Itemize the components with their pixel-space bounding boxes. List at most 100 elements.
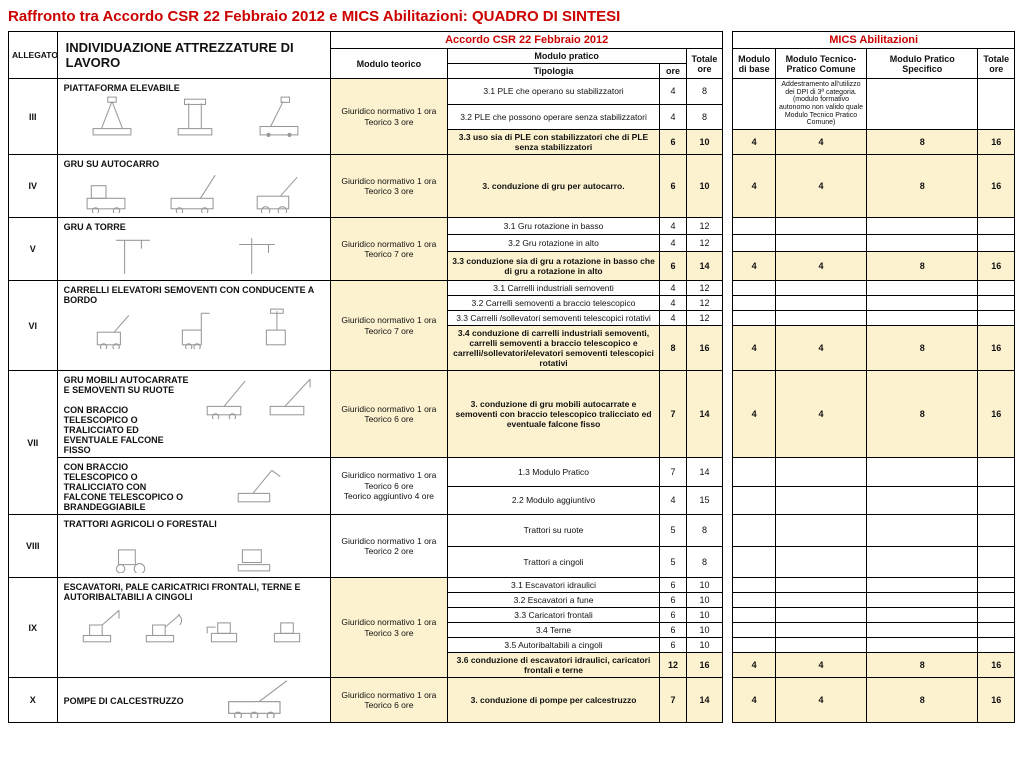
iii-r1-tip: 3.1 PLE che operano su stabilizzatori [447,79,660,105]
equip-vii-2: CON BRACCIO TELESCOPICO O TRALICCIATO CO… [57,458,331,515]
vii-r3-tot: 15 [686,486,723,515]
teo-ix: Giuridico normativo 1 oraTeorico 3 ore [331,578,448,678]
teo-iv: Giuridico normativo 1 oraTeorico 3 ore [331,155,448,218]
iv-m-tot: 16 [978,155,1015,218]
vii-r1-tip: 3. conduzione di gru mobili autocarrate … [447,371,660,458]
ix-m-base: 4 [733,653,776,678]
vii-r1-tot: 14 [686,371,723,458]
x-m-tot: 16 [978,678,1015,723]
iii-mics-note: Addestramento all'utilizzo dei DPI di 3ª… [775,79,866,130]
hdr-individuazione: INDIVIDUAZIONE ATTREZZATURE DI LAVORO [57,32,331,79]
v-r2-ore: 4 [660,235,686,252]
v-r3-ore: 6 [660,252,686,281]
ix-m-tot: 16 [978,653,1015,678]
v-r2-tot: 12 [686,235,723,252]
hdr-tipologia: Tipologia [447,64,660,79]
ix-r2-tip: 3.2 Escavatori a fune [447,593,660,608]
equip-ix: ESCAVATORI, PALE CARICATRICI FRONTALI, T… [57,578,331,678]
ix-m-tec: 4 [775,653,866,678]
x-r1-tip: 3. conduzione di pompe per calcestruzzo [447,678,660,723]
vi-r1-ore: 4 [660,281,686,296]
iii-r2-tot: 8 [686,104,723,130]
equip-vi: CARRELLI ELEVATORI SEMOVENTI CON CONDUCE… [57,281,331,371]
equip-iii-name: PIATTAFORMA ELEVABILE [64,83,180,93]
viii-r1-ore: 5 [660,515,686,547]
vi-r4-tip: 3.4 conduzione di carrelli industriali s… [447,326,660,371]
vii-r2-ore: 7 [660,458,686,487]
equip-iv: GRU SU AUTOCARRO [57,155,331,218]
vi-r2-tip: 3.2 Carrelli semoventi a braccio telesco… [447,296,660,311]
equip-v: GRU A TORRE [57,218,331,281]
v-r1-tot: 12 [686,218,723,235]
iv-m-tec: 4 [775,155,866,218]
v-r3-tot: 14 [686,252,723,281]
teo-x: Giuridico normativo 1 oraTeorico 6 ore [331,678,448,723]
teo-viii: Giuridico normativo 1 oraTeorico 2 ore [331,515,448,578]
ix-r1-tip: 3.1 Escavatori idraulici [447,578,660,593]
ix-r1-tot: 10 [686,578,723,593]
ix-r2-ore: 6 [660,593,686,608]
viii-r1-tot: 8 [686,515,723,547]
vi-r1-tip: 3.1 Carrelli industriali semoventi [447,281,660,296]
iv-m-prat: 8 [867,155,978,218]
equip-vii-art1 [190,375,327,421]
equip-x-name: POMPE DI CALCESTRUZZO [64,696,190,706]
allegato-x: X [9,678,58,723]
allegato-iv: IV [9,155,58,218]
iv-r1-tip: 3. conduzione di gru per autocarro. [447,155,660,218]
ix-r6-tot: 16 [686,653,723,678]
iii-r3-tot: 10 [686,130,723,155]
v-r3-tip: 3.3 conduzione sia di gru a rotazione in… [447,252,660,281]
viii-r2-tip: Trattori a cingoli [447,546,660,578]
x-r1-tot: 14 [686,678,723,723]
equip-ix-name: ESCAVATORI, PALE CARICATRICI FRONTALI, T… [64,582,301,602]
v-r2-tip: 3.2 Gru rotazione in alto [447,235,660,252]
hdr-tot-ore2: Totale ore [978,49,1015,79]
hdr-csr: Accordo CSR 22 Febbraio 2012 [331,32,723,49]
vi-m-tot: 16 [978,326,1015,371]
ix-r5-tot: 10 [686,638,723,653]
hdr-mod-spec: Modulo Pratico Specifico [867,49,978,79]
iii-r1-ore: 4 [660,79,686,105]
equip-viii-name: TRATTORI AGRICOLI O FORESTALI [64,519,217,529]
teo-iii: Giuridico normativo 1 oraTeorico 3 ore [331,79,448,155]
equip-vii-name1: GRU MOBILI AUTOCARRATE E SEMOVENTI SU RU… [64,375,190,455]
iii-r1-tot: 8 [686,79,723,105]
ix-r3-ore: 6 [660,608,686,623]
v-r1-tip: 3.1 Gru rotazione in basso [447,218,660,235]
v-m-base: 4 [733,252,776,281]
iii-m-prat: 8 [867,130,978,155]
iii-r2-ore: 4 [660,104,686,130]
equip-ix-art [64,602,328,648]
equip-iii-art [64,93,328,139]
ix-r1-ore: 6 [660,578,686,593]
hdr-mod-tec: Modulo Tecnico-Pratico Comune [775,49,866,79]
x-m-base: 4 [733,678,776,723]
vii-r2-tot: 14 [686,458,723,487]
ix-m-prat: 8 [867,653,978,678]
allegato-v: V [9,218,58,281]
allegato-viii: VIII [9,515,58,578]
allegato-ix: IX [9,578,58,678]
equip-vii-art2 [190,462,327,508]
iii-m-base: 4 [733,130,776,155]
vii-r3-ore: 4 [660,486,686,515]
teo-vi: Giuridico normativo 1 oraTeorico 7 ore [331,281,448,371]
teo-v: Giuridico normativo 1 oraTeorico 7 ore [331,218,448,281]
equip-x: POMPE DI CALCESTRUZZO [57,678,331,723]
equip-vi-name: CARRELLI ELEVATORI SEMOVENTI CON CONDUCE… [64,285,314,305]
hdr-ore: ore [660,64,686,79]
x-r1-ore: 7 [660,678,686,723]
vii-r1-ore: 7 [660,371,686,458]
hdr-mod-teo: Modulo teorico [331,49,448,79]
iv-r1-tot: 10 [686,155,723,218]
allegato-vii: VII [9,371,58,515]
hdr-allegato: ALLEGATO [9,32,58,79]
vii-r2-tip: 1.3 Modulo Pratico [447,458,660,487]
equip-v-art [64,232,328,278]
equip-iv-name: GRU SU AUTOCARRO [64,159,160,169]
x-m-prat: 8 [867,678,978,723]
hdr-mod-base: Modulo di base [733,49,776,79]
iii-r2-tip: 3.2 PLE che possono operare senza stabil… [447,104,660,130]
ix-r6-tip: 3.6 conduzione di escavatori idraulici, … [447,653,660,678]
